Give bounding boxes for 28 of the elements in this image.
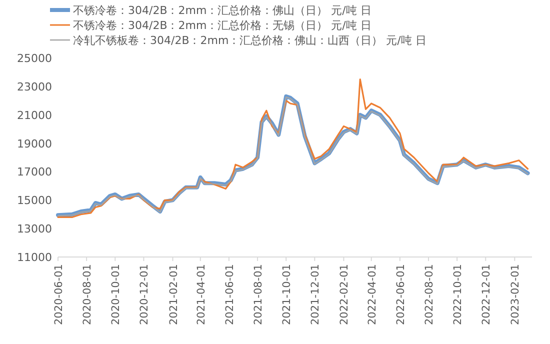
y-tick-label: 13000: [17, 222, 52, 236]
x-tick-label: 2022-12-01: [480, 264, 493, 326]
x-tick-label: 2021-12-01: [310, 264, 322, 326]
legend-label: 不锈冷卷：304/2B：2mm：汇总价格：无锡（日） 元/吨 日: [73, 19, 372, 32]
y-tick-label: 25000: [17, 52, 52, 65]
x-tick-label: 2021-08-01: [252, 264, 265, 326]
y-tick-label: 15000: [17, 194, 52, 208]
x-tick-label: 2021-10-01: [281, 264, 294, 326]
y-tick-label: 17000: [17, 166, 52, 179]
x-tick-label: 2020-06-01: [53, 264, 65, 326]
y-tick-label: 21000: [17, 108, 52, 122]
x-tick-label: 2020-12-01: [138, 264, 151, 326]
x-tick-label: 2022-04-01: [366, 264, 378, 326]
x-tick-label: 2022-08-01: [423, 264, 436, 326]
legend-label: 冷轧不锈板卷：304/2B：2mm：汇总价格：佛山：山西（日） 元/吨 日: [73, 34, 426, 47]
y-tick-label: 11000: [17, 251, 52, 264]
x-tick-label: 2022-10-01: [452, 264, 464, 326]
y-tick-label: 19000: [17, 137, 52, 150]
x-tick-label: 2022-06-01: [394, 264, 407, 326]
x-tick-label: 2020-08-01: [82, 264, 94, 326]
x-tick-label: 2020-10-01: [110, 264, 122, 326]
x-tick-label: 2021-06-01: [224, 264, 236, 326]
y-tick-label: 23000: [17, 80, 52, 94]
x-tick-label: 2022-02-01: [338, 264, 351, 326]
x-tick-label: 2021-02-01: [168, 264, 180, 326]
x-tick-label: 2021-04-01: [195, 264, 208, 326]
x-tick-label: 2023-02-01: [510, 264, 522, 326]
legend-label: 不锈冷卷：304/2B：2mm：汇总价格：佛山（日） 元/吨 日: [73, 4, 372, 17]
